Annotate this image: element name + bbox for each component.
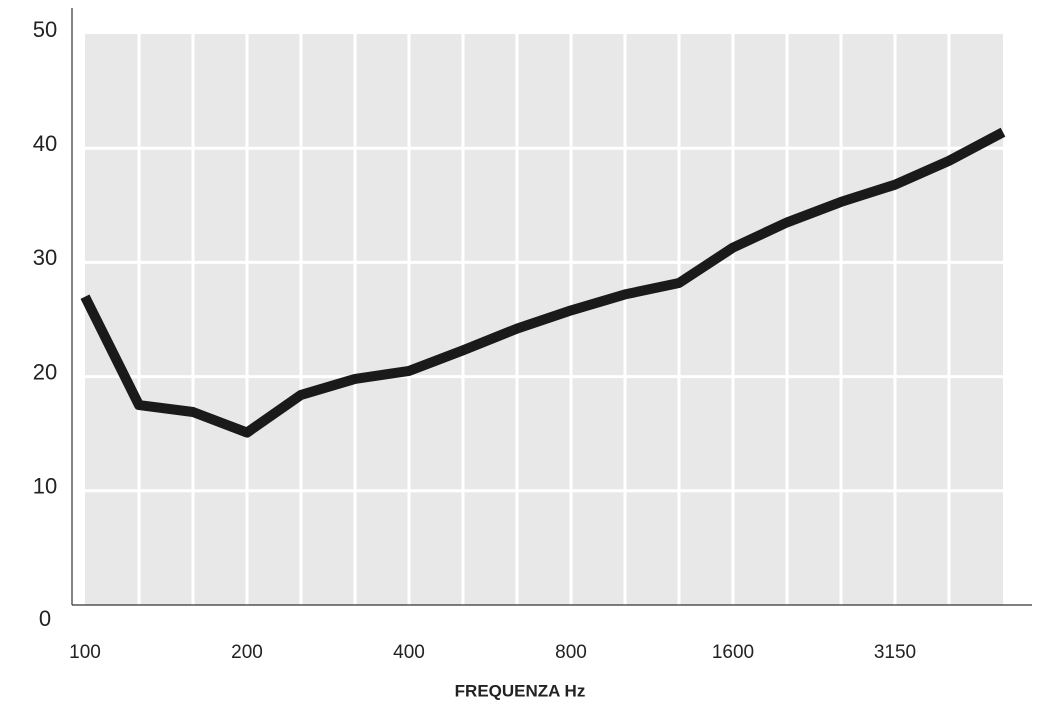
x-tick-label: 3150 — [874, 642, 916, 663]
y-tick-label: 10 — [33, 474, 57, 499]
x-axis-title: FREQUENZA Hz — [455, 681, 586, 700]
y-tick-label: 50 — [33, 17, 57, 42]
x-tick-label: 100 — [69, 642, 101, 663]
x-tick-label: 400 — [393, 642, 425, 663]
x-tick-label: 200 — [231, 642, 263, 663]
y-tick-label: 0 — [39, 606, 51, 631]
y-tick-label: 40 — [33, 131, 57, 156]
data-line — [80, 127, 1006, 438]
y-tick-label: 30 — [33, 245, 57, 270]
x-tick-label: 1600 — [712, 642, 754, 663]
y-tick-label: 20 — [33, 359, 57, 384]
x-tick-label: 800 — [555, 642, 587, 663]
